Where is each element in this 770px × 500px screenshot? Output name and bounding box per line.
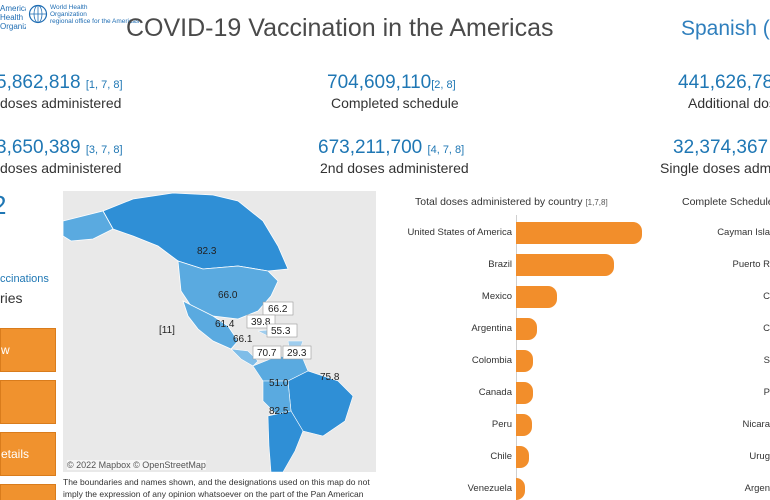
complete-schedule-label: Nicara [742, 419, 770, 430]
complete-schedule-label: S [763, 355, 770, 366]
map-value-labels: 82.3 66.0 66.2 39.8 55.3 61.4 66.1 70.7 … [159, 246, 340, 417]
bar-label: Canada [478, 387, 512, 398]
bar[interactable] [516, 222, 642, 244]
map-label-usa: 66.0 [218, 290, 238, 301]
sidebar-big-value: 2 [0, 190, 6, 221]
bar[interactable] [516, 286, 557, 308]
completed-schedule-value: 704,609,110[2, 8] [327, 72, 456, 93]
map-label-caribbean-3: 55.3 [271, 326, 291, 337]
complete-schedule-list: Cayman Isla Puerto R C C S P Nicara Urug Argen [650, 215, 770, 500]
bar[interactable] [516, 382, 534, 404]
complete-schedule-label: P [763, 387, 770, 398]
single-doses-value: 32,374,367 [673, 137, 769, 158]
sidebar-vaccinations-label: ccinations [0, 273, 49, 285]
bar[interactable] [516, 350, 534, 372]
bar-label: Argentina [471, 323, 512, 334]
bar[interactable] [516, 414, 533, 436]
complete-schedule-label: Urug [749, 451, 770, 462]
map-disclaimer: The boundaries and names shown, and the … [63, 477, 370, 499]
sidebar-button-overview[interactable]: w [0, 328, 56, 372]
complete-schedule-label: C [763, 291, 770, 302]
second-doses-value: 673,211,700 [4, 7, 8] [318, 137, 465, 158]
total-doses-label: doses administered [0, 95, 122, 111]
single-doses-label: Single doses admini [660, 160, 770, 176]
map-label-central-america: 66.1 [233, 334, 253, 345]
bar-label: Venezuela [467, 483, 512, 494]
bar[interactable] [516, 318, 538, 340]
bar[interactable] [516, 254, 614, 276]
bar-label: Brazil [488, 259, 512, 270]
chart-title-ref: [1,7,8] [585, 198, 608, 207]
complete-schedule-label: Puerto R [732, 259, 770, 270]
completed-schedule-label: Completed schedule [331, 95, 459, 111]
first-doses-label: doses administered [0, 160, 122, 176]
additional-doses-label: Additional dos [688, 95, 770, 111]
complete-schedule-label: C [763, 323, 770, 334]
language-switch-link[interactable]: Spanish (E [681, 17, 770, 40]
page-title: COVID-19 Vaccination in the Americas [126, 14, 554, 42]
completed-schedule-ref: [2, 8] [431, 79, 456, 91]
sidebar-button-details[interactable]: etails [0, 432, 56, 476]
sidebar-countries-label: ries [0, 290, 23, 306]
second-doses-ref: [4, 7, 8] [427, 144, 465, 156]
map-label-mexico: 61.4 [215, 319, 235, 330]
first-doses-ref: [3, 7, 8] [85, 144, 123, 156]
paho-logo-text: American Health Organization [0, 4, 26, 31]
map-label-colombia: 70.7 [257, 348, 277, 359]
americas-map-svg[interactable]: 82.3 66.0 66.2 39.8 55.3 61.4 66.1 70.7 … [63, 191, 376, 472]
sidebar-button-label: w [1, 343, 10, 357]
bar[interactable] [516, 478, 526, 500]
map-label-caribbean-1: 66.2 [268, 304, 288, 315]
complete-schedule-label: Cayman Isla [717, 227, 770, 238]
map-label-argentina: 82.5 [269, 406, 289, 417]
map-label-caribbean-2: 39.8 [251, 317, 271, 328]
bar-label: Peru [491, 419, 512, 430]
bar-label: Chile [490, 451, 512, 462]
who-globe-icon [28, 4, 48, 24]
bar-label: Colombia [471, 355, 512, 366]
vaccination-map[interactable]: 82.3 66.0 66.2 39.8 55.3 61.4 66.1 70.7 … [63, 191, 376, 472]
chart-title-complete-schedule: Complete Schedule [682, 196, 770, 208]
sidebar-button-label: etails [1, 447, 30, 461]
map-label-footnote: [11] [159, 325, 175, 336]
sidebar-button-2[interactable] [0, 380, 56, 424]
total-doses-bar-chart[interactable]: United States of America Brazil Mexico Arge… [380, 215, 650, 500]
first-doses-value: 3,650,389 [3, 7, 8] [0, 137, 123, 158]
bar[interactable] [516, 446, 529, 468]
map-label-peru: 51.0 [269, 378, 289, 389]
total-doses-value: 5,862,818 [1, 7, 8] [0, 72, 123, 93]
map-label-venezuela: 29.3 [287, 348, 307, 359]
chart-title-total-by-country: Total doses administered by country [1,7… [415, 196, 608, 208]
complete-schedule-label: Argen [744, 483, 770, 494]
bar-label: United States of America [407, 227, 512, 238]
paho-who-logo: American Health Organization World Healt… [0, 4, 139, 31]
map-credit[interactable]: © 2022 Mapbox © OpenStreetMap [67, 460, 206, 470]
sidebar-button-4[interactable] [0, 484, 56, 500]
additional-doses-value: 441,626,78 [678, 72, 770, 93]
second-doses-label: 2nd doses administered [320, 160, 469, 176]
bar-label: Mexico [481, 291, 512, 302]
map-label-brazil: 75.8 [320, 372, 340, 383]
who-logo-text: World Health Organization regional offic… [50, 4, 140, 25]
total-doses-ref: [1, 7, 8] [85, 79, 123, 91]
map-label-canada: 82.3 [197, 246, 217, 257]
